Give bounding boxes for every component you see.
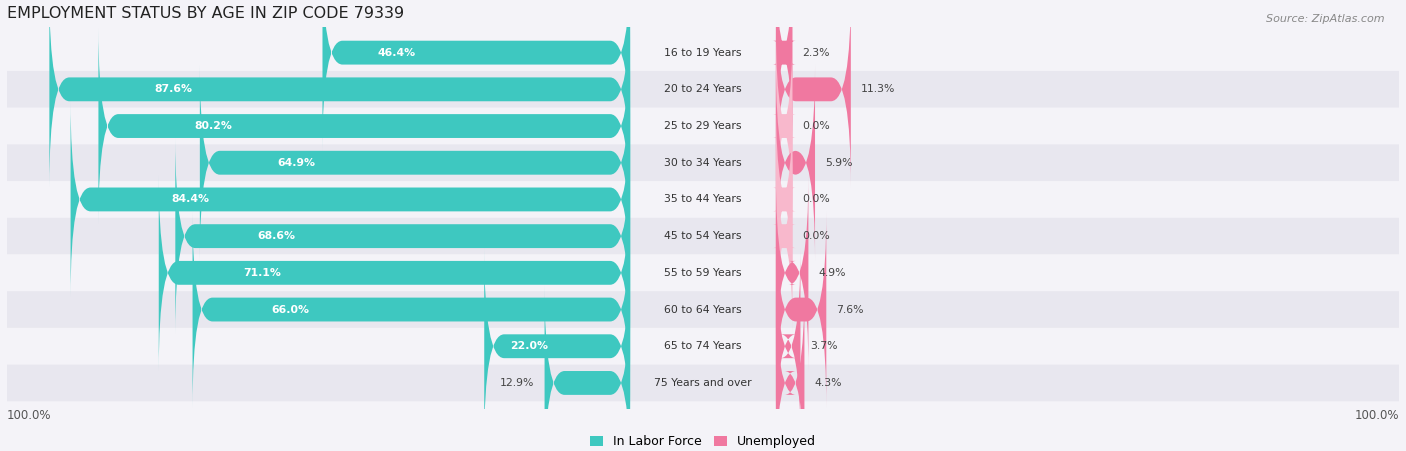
FancyBboxPatch shape	[70, 101, 630, 298]
FancyBboxPatch shape	[484, 248, 630, 444]
FancyBboxPatch shape	[7, 328, 1399, 364]
Text: 5.9%: 5.9%	[825, 158, 852, 168]
Text: 55 to 59 Years: 55 to 59 Years	[664, 268, 742, 278]
FancyBboxPatch shape	[7, 108, 1399, 144]
Text: 35 to 44 Years: 35 to 44 Years	[664, 194, 742, 204]
Text: 20 to 24 Years: 20 to 24 Years	[664, 84, 742, 94]
Legend: In Labor Force, Unemployed: In Labor Force, Unemployed	[591, 435, 815, 448]
Text: 3.7%: 3.7%	[810, 341, 838, 351]
Text: 64.9%: 64.9%	[277, 158, 315, 168]
FancyBboxPatch shape	[776, 248, 800, 444]
Text: 68.6%: 68.6%	[257, 231, 295, 241]
FancyBboxPatch shape	[7, 34, 1399, 71]
FancyBboxPatch shape	[776, 0, 851, 188]
Text: 66.0%: 66.0%	[271, 304, 309, 314]
FancyBboxPatch shape	[322, 0, 630, 151]
FancyBboxPatch shape	[7, 71, 1399, 108]
FancyBboxPatch shape	[98, 28, 630, 224]
FancyBboxPatch shape	[7, 144, 1399, 181]
Text: 7.6%: 7.6%	[837, 304, 863, 314]
Text: 12.9%: 12.9%	[501, 378, 534, 388]
Text: 4.9%: 4.9%	[818, 268, 846, 278]
Text: 80.2%: 80.2%	[194, 121, 232, 131]
Text: 65 to 74 Years: 65 to 74 Years	[664, 341, 742, 351]
FancyBboxPatch shape	[193, 212, 630, 408]
FancyBboxPatch shape	[176, 138, 630, 334]
Text: 87.6%: 87.6%	[153, 84, 191, 94]
FancyBboxPatch shape	[7, 218, 1399, 254]
Text: EMPLOYMENT STATUS BY AGE IN ZIP CODE 79339: EMPLOYMENT STATUS BY AGE IN ZIP CODE 793…	[7, 6, 404, 22]
Text: 0.0%: 0.0%	[803, 121, 830, 131]
Text: 84.4%: 84.4%	[172, 194, 209, 204]
Text: 30 to 34 Years: 30 to 34 Years	[664, 158, 742, 168]
FancyBboxPatch shape	[7, 291, 1399, 328]
FancyBboxPatch shape	[773, 101, 796, 298]
FancyBboxPatch shape	[776, 285, 804, 451]
Text: 2.3%: 2.3%	[803, 48, 830, 58]
Text: 22.0%: 22.0%	[510, 341, 548, 351]
FancyBboxPatch shape	[773, 0, 796, 151]
Text: 11.3%: 11.3%	[860, 84, 896, 94]
Text: 46.4%: 46.4%	[378, 48, 416, 58]
FancyBboxPatch shape	[200, 64, 630, 261]
Text: 60 to 64 Years: 60 to 64 Years	[664, 304, 742, 314]
Text: 71.1%: 71.1%	[243, 268, 281, 278]
FancyBboxPatch shape	[7, 364, 1399, 401]
Text: 0.0%: 0.0%	[803, 231, 830, 241]
FancyBboxPatch shape	[7, 181, 1399, 218]
FancyBboxPatch shape	[7, 254, 1399, 291]
FancyBboxPatch shape	[773, 138, 796, 334]
Text: 0.0%: 0.0%	[803, 194, 830, 204]
Text: 25 to 29 Years: 25 to 29 Years	[664, 121, 742, 131]
Text: Source: ZipAtlas.com: Source: ZipAtlas.com	[1267, 14, 1385, 23]
Text: 100.0%: 100.0%	[7, 409, 52, 422]
Text: 100.0%: 100.0%	[1354, 409, 1399, 422]
FancyBboxPatch shape	[773, 28, 796, 224]
Text: 45 to 54 Years: 45 to 54 Years	[664, 231, 742, 241]
Text: 4.3%: 4.3%	[814, 378, 842, 388]
FancyBboxPatch shape	[49, 0, 630, 188]
FancyBboxPatch shape	[544, 285, 630, 451]
FancyBboxPatch shape	[776, 64, 815, 261]
Text: 75 Years and over: 75 Years and over	[654, 378, 752, 388]
FancyBboxPatch shape	[776, 212, 827, 408]
FancyBboxPatch shape	[776, 175, 808, 371]
Text: 16 to 19 Years: 16 to 19 Years	[664, 48, 742, 58]
FancyBboxPatch shape	[159, 175, 630, 371]
